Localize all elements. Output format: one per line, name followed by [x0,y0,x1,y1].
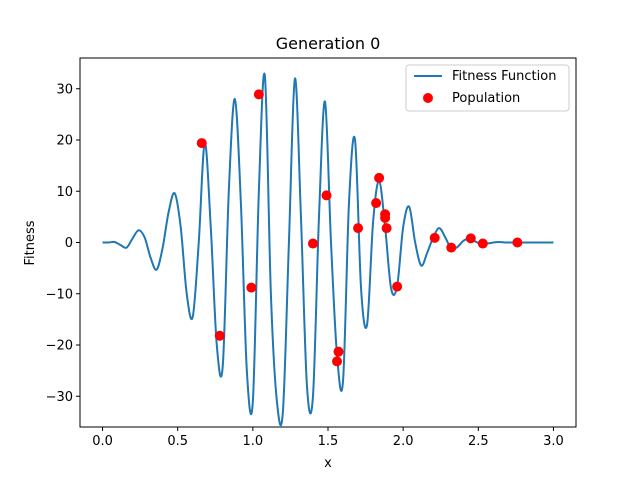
y-tick-label: −30 [46,390,73,405]
y-tick-label: 0 [65,236,73,251]
x-tick-label: 2.5 [468,434,489,449]
x-axis-label: x [324,456,332,471]
legend-label-population: Population [452,91,520,106]
population-point [332,356,343,367]
x-tick-label: 1.5 [318,434,339,449]
population-point [380,212,391,223]
y-tick-label: −10 [46,287,73,302]
legend-box [405,64,570,112]
x-tick-label: 3.0 [543,434,564,449]
legend-label-fitness-function: Fitness Function [452,69,556,84]
population-point [307,238,318,249]
legend: Fitness Function Population [405,64,570,112]
x-axis-ticks: 0.0 0.5 1.0 1.5 2.0 2.5 3.0 [92,427,564,449]
population-point [253,89,264,100]
population-point [374,172,385,183]
x-tick-label: 1.0 [243,434,264,449]
population-point [196,138,207,149]
population-point [392,281,403,292]
population-point [446,242,457,253]
population-point [214,330,225,341]
y-tick-label: 30 [56,82,73,97]
population-point [371,198,382,209]
population-point [477,238,488,249]
population-point [321,190,332,201]
population-point [246,282,257,293]
population-point [512,237,523,248]
population-point [429,232,440,243]
plot-area [102,72,554,427]
x-tick-label: 0.5 [167,434,188,449]
population-point [353,223,364,234]
legend-marker-swatch [423,93,433,103]
y-axis-label: Fitness [23,220,38,265]
y-tick-label: −20 [46,339,73,354]
population-point [465,233,476,244]
population-point [333,346,344,357]
x-tick-label: 0.0 [92,434,113,449]
y-axis-ticks: −30 −20 −10 0 10 20 30 [46,82,80,405]
population-point [381,223,392,234]
y-tick-label: 20 [56,134,73,149]
x-tick-label: 2.0 [393,434,414,449]
chart-title: Generation 0 [276,34,381,53]
y-tick-label: 10 [56,185,73,200]
